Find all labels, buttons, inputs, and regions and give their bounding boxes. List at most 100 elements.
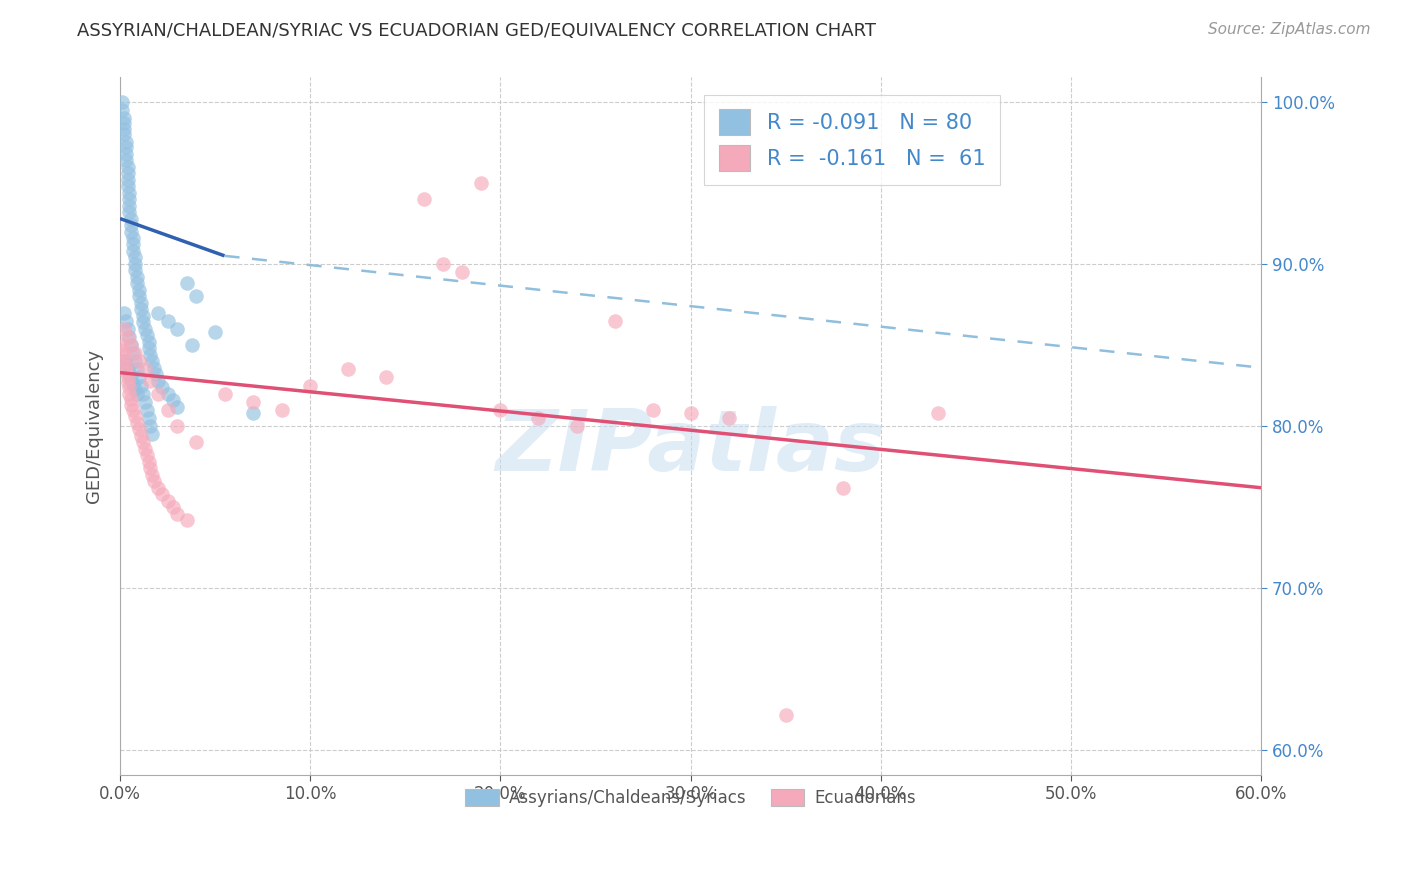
Point [117,160,139,174]
Point [112,354,135,368]
Point [150,380,173,394]
Point [118,380,141,394]
Point [128,354,150,368]
Point [135,403,157,417]
Point [128,283,150,297]
Point [112,111,135,125]
Point [124,251,146,265]
Point [128,422,150,436]
Point [112,116,135,130]
Point [139,348,162,362]
Point [181,338,204,352]
Point [641,403,664,417]
Point [132,386,155,401]
Point [120,225,142,239]
Point [120,392,142,406]
Point [143,475,166,489]
Point [114,146,136,161]
Point [120,211,142,226]
Point [114,359,136,373]
Point [156,493,179,508]
Point [129,429,152,443]
Point [112,305,135,319]
Point [176,277,198,291]
Point [114,314,136,328]
Point [127,269,149,284]
Point [117,166,139,180]
Point [128,370,150,384]
Point [112,322,135,336]
Point [118,186,141,200]
Point [162,500,184,515]
Point [141,354,163,368]
Point [117,179,139,194]
Point [138,455,160,469]
Point [127,416,149,430]
Point [111,95,134,109]
Point [150,487,173,501]
Point [117,362,139,376]
Point [129,302,152,317]
Point [299,378,322,392]
Point [124,257,146,271]
Point [432,257,454,271]
Point [127,386,149,401]
Point [114,153,136,168]
Point [146,386,169,401]
Text: ASSYRIAN/CHALDEAN/SYRIAC VS ECUADORIAN GED/EQUIVALENCY CORRELATION CHART: ASSYRIAN/CHALDEAN/SYRIAC VS ECUADORIAN G… [77,22,876,40]
Point [112,354,135,368]
Legend: Assyrians/Chaldeans/Syriacs, Ecuadorians: Assyrians/Chaldeans/Syriacs, Ecuadorians [457,780,925,815]
Point [134,394,156,409]
Point [166,400,188,414]
Point [132,309,155,323]
Point [134,322,156,336]
Point [527,411,550,425]
Point [603,314,626,328]
Point [117,172,139,186]
Point [127,277,149,291]
Point [139,419,162,434]
Point [111,343,134,357]
Point [166,419,188,434]
Point [120,338,142,352]
Point [124,354,146,368]
Point [132,435,155,450]
Point [138,334,160,349]
Point [112,348,135,362]
Point [489,403,512,417]
Point [132,315,155,329]
Point [114,358,136,372]
Point [156,386,179,401]
Point [717,411,740,425]
Point [138,411,160,425]
Point [138,341,160,355]
Point [451,265,474,279]
Point [242,406,264,420]
Point [118,198,141,212]
Point [129,378,152,392]
Point [124,409,146,424]
Point [127,362,149,376]
Point [134,442,156,456]
Point [146,481,169,495]
Point [117,330,139,344]
Point [118,330,141,344]
Point [162,393,184,408]
Point [139,374,162,388]
Point [775,707,797,722]
Point [679,406,702,420]
Point [139,461,162,475]
Point [470,176,492,190]
Text: ZIPatlas: ZIPatlas [495,406,886,489]
Point [120,372,142,386]
Point [128,289,150,303]
Point [184,435,207,450]
Point [118,192,141,206]
Point [122,346,145,360]
Y-axis label: GED/Equivalency: GED/Equivalency [86,349,103,503]
Point [122,376,145,391]
Point [141,427,163,442]
Point [176,513,198,527]
Point [214,386,236,401]
Point [270,403,292,417]
